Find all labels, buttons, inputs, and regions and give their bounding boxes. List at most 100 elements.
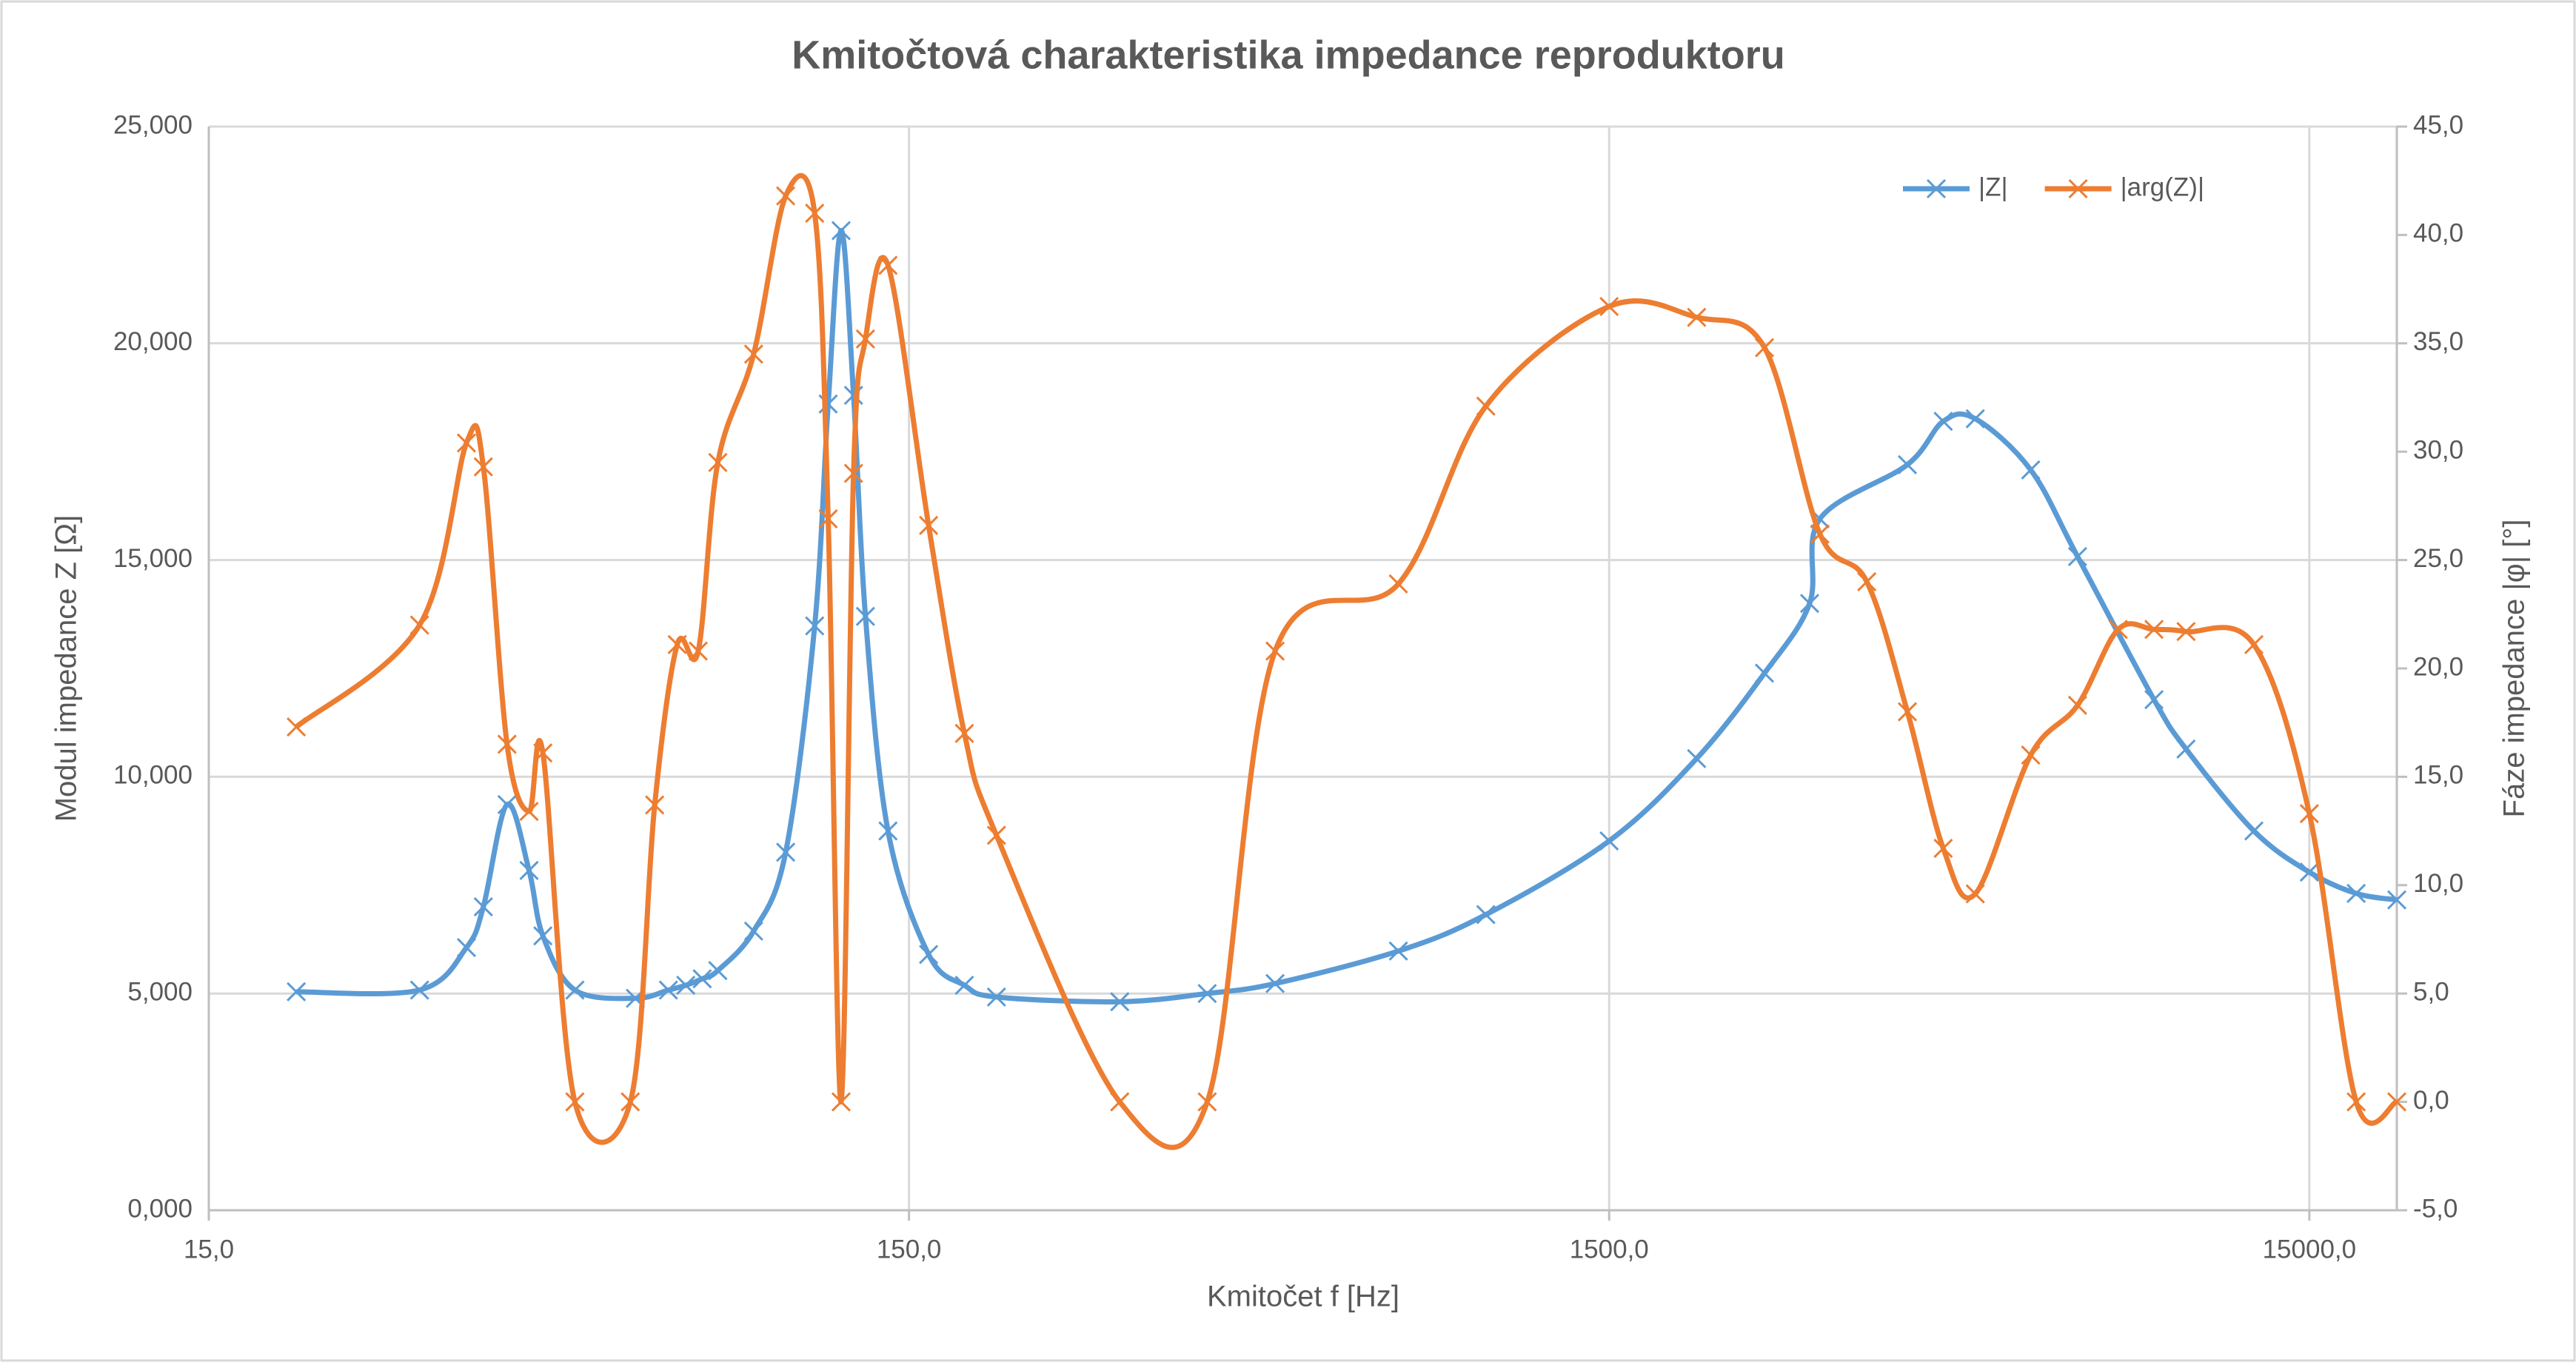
data-marker [667, 634, 687, 654]
data-marker [2144, 690, 2164, 710]
data-marker [831, 1092, 852, 1112]
y-tick-label: 0,000 [127, 1194, 193, 1223]
y2-tick-label: 15,0 [2413, 761, 2463, 790]
data-marker [676, 976, 696, 996]
data-marker [2108, 620, 2128, 640]
y2-tick-label: 35,0 [2413, 327, 2463, 356]
x-tick-label: 15,0 [184, 1235, 234, 1264]
data-marker [2021, 460, 2041, 480]
data-marker [409, 980, 429, 1000]
data-marker [519, 802, 539, 822]
data-marker [1965, 884, 1985, 904]
data-marker [986, 825, 1006, 845]
data-marker [473, 457, 493, 477]
data-marker [986, 987, 1006, 1007]
data-marker [2176, 622, 2196, 642]
data-marker [1197, 1092, 1217, 1112]
y-tick-label: 20,000 [113, 327, 193, 356]
data-marker [954, 976, 974, 996]
y-tick-label: 15,000 [113, 544, 193, 573]
data-marker [805, 204, 825, 224]
data-marker [831, 221, 852, 241]
data-marker [1799, 594, 1820, 614]
data-marker [2244, 634, 2264, 654]
y2-tick-label: 0,0 [2413, 1086, 2449, 1115]
data-marker [1933, 838, 1953, 859]
data-marker [2144, 620, 2164, 640]
data-marker [743, 921, 763, 941]
y2-tick-label: 40,0 [2413, 219, 2463, 248]
y-tick-label: 25,000 [113, 110, 193, 139]
data-marker [565, 980, 585, 1000]
data-marker [1110, 1092, 1130, 1112]
y2-axis-title: Fáze impedance |φ| [°] [2498, 520, 2531, 818]
y2-tick-label: -5,0 [2413, 1194, 2458, 1223]
y2-tick-label: 20,0 [2413, 652, 2463, 681]
data-marker [855, 329, 875, 349]
legend-label: |arg(Z)| [2121, 172, 2204, 201]
data-marker [1687, 307, 1707, 327]
data-marker [776, 842, 796, 862]
data-marker [2021, 745, 2041, 765]
data-marker [1599, 296, 1619, 317]
data-marker [1754, 663, 1775, 683]
y2-tick-label: 25,0 [2413, 544, 2463, 573]
data-marker [1476, 396, 1496, 416]
data-marker [2386, 1092, 2407, 1112]
data-marker [497, 794, 517, 814]
data-marker [1599, 831, 1619, 851]
data-marker [2244, 821, 2264, 841]
y-axis-title: Modul impedance Z [Ω] [50, 515, 83, 822]
data-marker [954, 723, 974, 743]
data-marker [1810, 524, 1830, 544]
data-marker [1754, 338, 1775, 358]
data-marker [2067, 546, 2087, 566]
data-marker [1388, 941, 1408, 961]
legend-label: |Z| [1978, 172, 2008, 201]
data-marker [1933, 412, 1953, 432]
data-marker [1110, 992, 1130, 1012]
data-marker [1197, 984, 1217, 1004]
data-marker [692, 969, 712, 989]
x-axis-title: Kmitočet f [Hz] [1207, 1281, 1399, 1313]
chart-title: Kmitočtová charakteristika impedance rep… [792, 33, 1784, 77]
data-marker [1265, 973, 1285, 993]
y2-tick-label: 10,0 [2413, 869, 2463, 898]
data-marker [919, 945, 939, 965]
data-marker [919, 515, 939, 535]
data-marker [1476, 905, 1496, 925]
data-marker [2299, 862, 2319, 882]
data-marker [2067, 695, 2087, 715]
data-marker [645, 795, 665, 815]
data-marker [2346, 883, 2366, 903]
data-marker [743, 344, 763, 364]
data-marker [855, 606, 875, 626]
data-marker [565, 1092, 585, 1112]
data-marker [2346, 1092, 2366, 1112]
data-marker [708, 452, 728, 472]
data-marker [1687, 748, 1707, 768]
legend-marker [1926, 178, 1947, 199]
data-marker [287, 717, 307, 737]
data-marker [2176, 739, 2196, 759]
data-marker [456, 938, 477, 958]
y2-tick-label: 45,0 [2413, 110, 2463, 139]
data-marker [473, 897, 493, 917]
data-marker [2299, 804, 2319, 824]
data-marker [409, 615, 429, 635]
data-marker [805, 616, 825, 636]
data-marker [533, 743, 553, 763]
data-marker [1857, 571, 1877, 591]
y-tick-label: 5,000 [127, 977, 193, 1006]
data-marker [878, 255, 898, 275]
x-tick-label: 150,0 [877, 1235, 942, 1264]
data-marker [497, 734, 517, 754]
data-marker [2386, 890, 2407, 910]
y2-tick-label: 30,0 [2413, 435, 2463, 464]
data-marker [658, 980, 678, 1000]
data-marker [1897, 702, 1918, 722]
x-tick-label: 15000,0 [2263, 1235, 2357, 1264]
data-marker [776, 186, 796, 206]
